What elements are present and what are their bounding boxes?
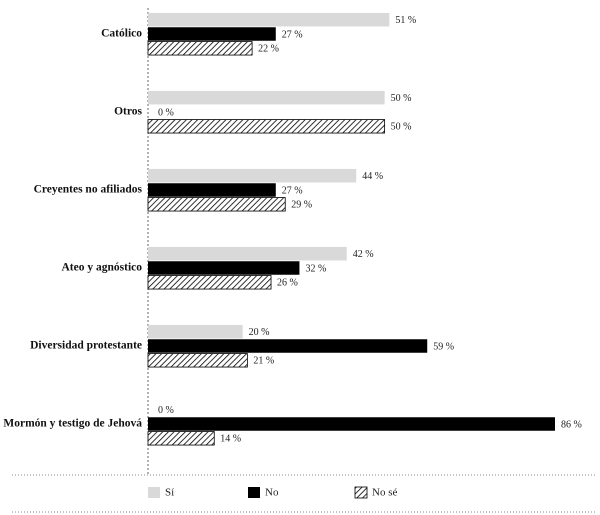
bar [148, 168, 357, 183]
legend-swatch [354, 486, 368, 499]
category-label: Creyentes no afiliados [33, 183, 142, 196]
value-label: 27 % [282, 185, 303, 196]
value-label: 0 % [158, 107, 174, 118]
category-label: Ateo y agnóstico [61, 261, 143, 274]
value-label: 59 % [433, 341, 454, 352]
category-label: Católico [101, 27, 142, 40]
category-label: Diversidad protestante [30, 339, 142, 352]
value-label: 29 % [291, 200, 312, 211]
bar [148, 246, 347, 261]
value-label: 50 % [391, 93, 412, 104]
value-label: 20 % [249, 327, 270, 338]
value-label: 42 % [353, 249, 374, 260]
bar [148, 90, 385, 105]
category-label: Mormón y testigo de Jehová [3, 417, 142, 430]
legend-label: No [265, 487, 279, 499]
bar [148, 417, 555, 431]
category-label: Otros [114, 105, 142, 118]
bar [148, 324, 243, 339]
bar [148, 27, 276, 41]
value-label: 27 % [282, 29, 303, 40]
value-label: 14 % [220, 434, 241, 445]
bar [147, 431, 215, 446]
value-label: 22 % [258, 44, 279, 55]
value-label: 50 % [391, 122, 412, 133]
bar [147, 275, 272, 290]
value-label: 0 % [158, 405, 174, 416]
value-label: 86 % [561, 419, 582, 430]
value-label: 51 % [395, 15, 416, 26]
bar [148, 261, 300, 275]
legend-swatch [148, 487, 160, 498]
bar [147, 353, 248, 368]
bar [148, 12, 390, 27]
value-label: 21 % [253, 356, 274, 367]
bar [147, 41, 253, 56]
bar [147, 197, 286, 212]
value-label: 32 % [305, 263, 326, 274]
legend-swatch [248, 487, 260, 498]
value-label: 44 % [362, 171, 383, 182]
bar [148, 339, 428, 353]
value-label: 26 % [277, 278, 298, 289]
legend-label: Sí [165, 487, 174, 499]
bar [148, 183, 276, 197]
legend-label: No sé [372, 487, 397, 499]
bar [147, 119, 386, 134]
